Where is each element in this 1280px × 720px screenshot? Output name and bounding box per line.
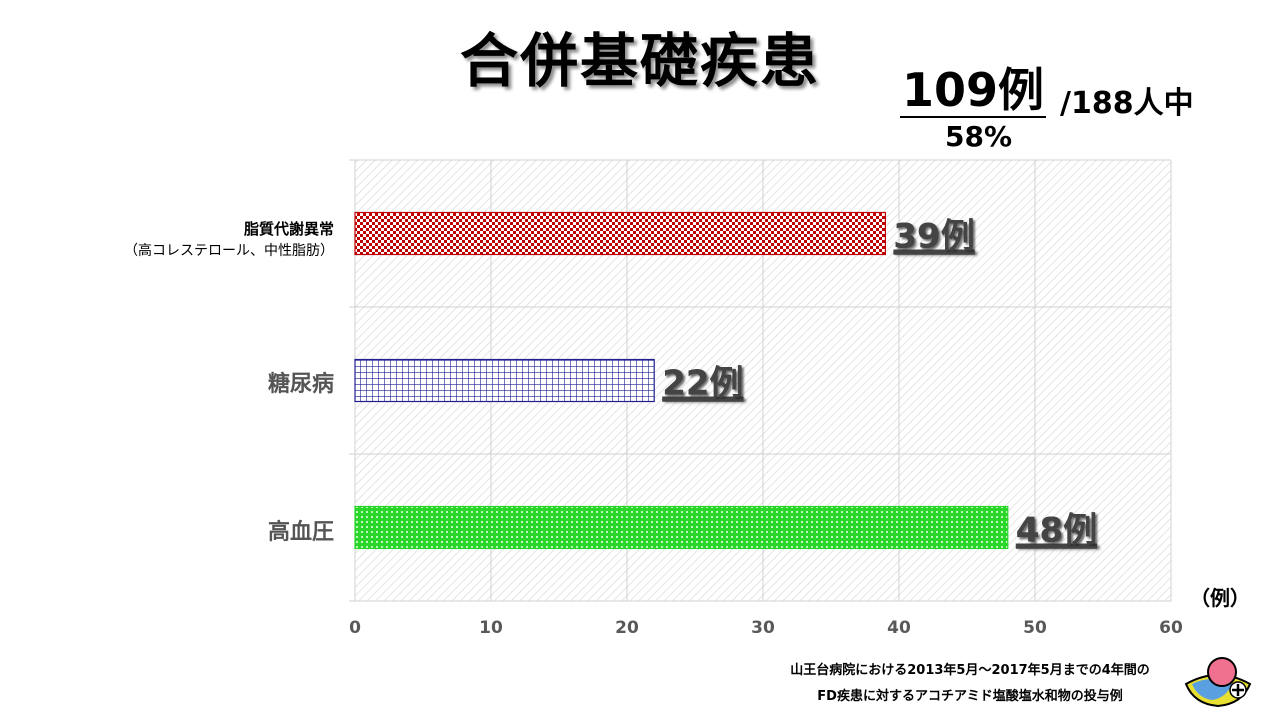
summary-count: 109例	[900, 63, 1047, 118]
x-unit-label: （例）	[1190, 586, 1250, 610]
x-tick-label-2: 20	[615, 618, 639, 638]
chart-title: 合併基礎疾患	[459, 27, 820, 95]
data-label-0: 39例	[893, 217, 974, 257]
hospital-logo	[1184, 657, 1252, 708]
summary-total: /188人中	[1060, 86, 1194, 121]
data-label-1: 22例	[662, 364, 743, 404]
x-tick-label-1: 10	[479, 618, 503, 638]
category-label-0-sub: （高コレステロール、中性脂肪）	[124, 243, 334, 259]
x-tick-label-5: 50	[1023, 618, 1047, 638]
source-line-2: FD疾患に対するアコチアミド塩酸塩水和物の投与例	[817, 689, 1123, 704]
bar-0	[354, 211, 887, 256]
x-tick-label-3: 30	[751, 618, 775, 638]
x-tick-label-4: 40	[887, 618, 911, 638]
summary-percent: 58%	[945, 120, 1013, 153]
category-label-0: 脂質代謝異常 （高コレステロール、中性脂肪）	[124, 218, 334, 262]
bar-1	[354, 358, 655, 403]
bar-2	[354, 505, 1009, 550]
category-label-0-main: 脂質代謝異常	[243, 220, 334, 238]
category-label-2: 高血圧	[267, 520, 334, 545]
x-tick-label-6: 60	[1159, 618, 1183, 638]
x-tick-label-0: 0	[349, 618, 361, 638]
summary-box: 109例 /188人中 58%	[900, 63, 1194, 153]
source-note: 山王台病院における2013年5月～2017年5月までの4年間の FD疾患に対する…	[770, 658, 1170, 710]
category-label-1: 糖尿病	[267, 372, 334, 397]
source-line-1: 山王台病院における2013年5月～2017年5月までの4年間の	[790, 663, 1150, 678]
data-label-2: 48例	[1016, 511, 1097, 551]
